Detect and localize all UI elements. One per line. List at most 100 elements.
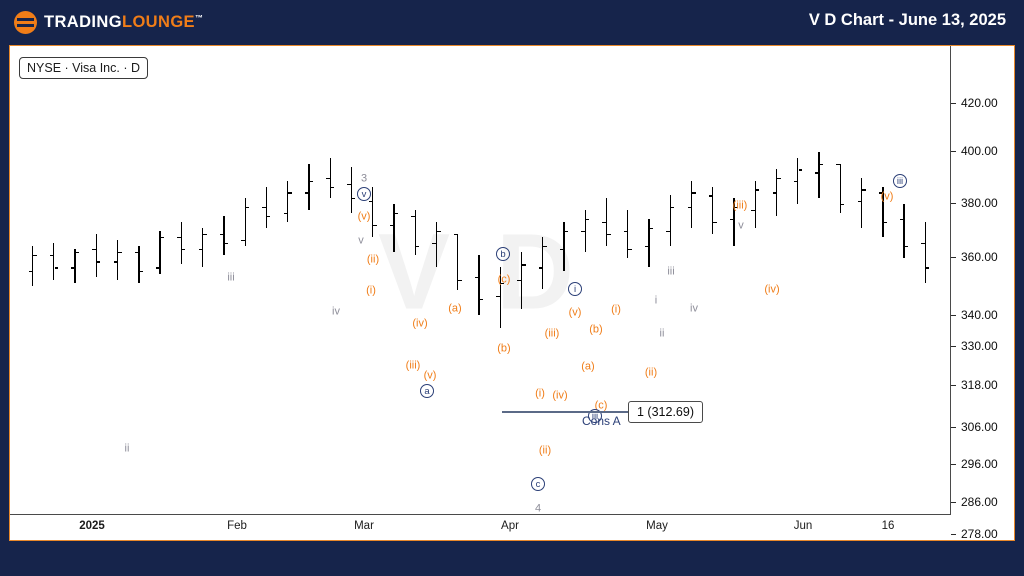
price-level-tag[interactable]: 1 (312.69) — [628, 401, 703, 423]
price-axis-tick-mark — [951, 534, 956, 536]
wave-label: ii — [659, 327, 665, 340]
ohlc-bar — [627, 209, 629, 259]
ohlc-close-tick — [415, 245, 420, 248]
ohlc-open-tick — [177, 236, 181, 239]
ohlc-close-tick — [352, 198, 356, 200]
price-axis[interactable]: 420.00 400.00 380.00 360.00 340.00 330.00 318.… — [951, 46, 1015, 541]
wave-label: iii — [667, 265, 675, 278]
price-axis-tick-mark — [951, 346, 956, 348]
ohlc-open-tick — [836, 163, 840, 165]
ohlc-bar — [223, 215, 225, 256]
ohlc-close-tick — [649, 227, 654, 230]
brand-logo[interactable]: TRADINGLOUNGE™ — [14, 11, 203, 34]
ohlc-bar — [457, 233, 459, 290]
wave-label: (ii) — [538, 444, 552, 457]
ohlc-bar — [202, 227, 204, 268]
ohlc-close-tick — [841, 204, 845, 206]
ohlc-close-tick — [288, 192, 292, 194]
chart-watermark: V D — [377, 210, 583, 332]
wave-label: (v) — [568, 306, 582, 319]
ohlc-bar — [499, 267, 501, 329]
wave-label: (c) — [497, 273, 511, 286]
ohlc-close-tick — [267, 215, 271, 218]
wave-label: i — [654, 294, 658, 307]
price-axis-tick: 360.00 — [951, 250, 998, 264]
price-axis-tick-mark — [951, 203, 956, 205]
wave-label: (v) — [423, 369, 437, 382]
ohlc-bar — [478, 255, 480, 316]
ohlc-open-tick — [921, 242, 925, 245]
wave-label: 3 — [360, 172, 368, 185]
ohlc-open-tick — [432, 242, 436, 245]
ohlc-close-tick — [330, 186, 335, 188]
price-axis-tick: 400.00 — [951, 144, 998, 158]
ohlc-close-tick — [309, 180, 313, 183]
ohlc-bar — [882, 186, 884, 237]
ohlc-open-tick — [326, 177, 330, 180]
wave-label: (iv) — [412, 317, 428, 330]
ohlc-close-tick — [458, 280, 462, 282]
ohlc-open-tick — [708, 195, 713, 197]
price-axis-tick-mark — [951, 427, 956, 429]
ohlc-bar — [435, 221, 438, 268]
ohlc-close-tick — [160, 236, 165, 239]
ohlc-bar — [244, 198, 246, 246]
ohlc-close-tick — [182, 248, 186, 251]
price-level-line[interactable] — [502, 411, 630, 413]
wave-label: ii — [124, 442, 130, 455]
ohlc-close-tick — [33, 255, 37, 257]
time-axis[interactable]: 2025 Feb Mar Apr May Jun 16 — [10, 515, 1014, 540]
ohlc-close-tick — [904, 245, 909, 248]
page-title: V D Chart - June 13, 2025 — [808, 11, 1006, 29]
ohlc-open-tick — [730, 218, 734, 221]
wave-label: (ii) — [644, 366, 658, 379]
ohlc-open-tick — [538, 267, 543, 269]
ohlc-close-tick — [139, 270, 143, 272]
wave-label-circled: v — [357, 187, 371, 201]
wave-label: (a) — [448, 302, 462, 315]
ohlc-bar — [265, 186, 268, 228]
ohlc-bar — [754, 180, 756, 228]
ohlc-open-tick — [666, 230, 670, 233]
ohlc-close-tick — [479, 299, 484, 301]
wave-label: (i) — [366, 284, 376, 297]
ohlc-open-tick — [156, 267, 160, 269]
tradinglounge-logo-icon — [14, 11, 37, 34]
ohlc-open-tick — [772, 192, 776, 194]
wave-label-circled: iii — [893, 174, 907, 188]
price-axis-tick-mark — [951, 464, 956, 466]
ohlc-open-tick — [857, 201, 861, 203]
time-axis-tick: 16 — [881, 520, 895, 532]
price-axis-tick: 296.00 — [951, 457, 998, 471]
ohlc-close-tick — [777, 177, 781, 180]
ohlc-bar — [924, 221, 927, 284]
ohlc-bar — [372, 186, 374, 237]
time-axis-tick: 2025 — [79, 520, 105, 532]
ohlc-close-tick — [862, 189, 866, 191]
time-axis-tick: Mar — [354, 520, 374, 532]
ohlc-bar — [605, 198, 608, 246]
wave-label: iv — [332, 305, 340, 318]
price-axis-tick: 318.00 — [951, 378, 998, 392]
page-header: TRADINGLOUNGE™ V D Chart - June 13, 2025 — [0, 0, 1024, 45]
ohlc-close-tick — [564, 230, 569, 233]
symbol-badge[interactable]: NYSE · Visa Inc. · D — [19, 57, 148, 79]
cons-a-annotation: Cons A — [582, 414, 621, 428]
ohlc-close-tick — [118, 252, 122, 254]
wave-label-circled: i — [568, 282, 582, 296]
wave-label: (v) — [357, 210, 371, 223]
wave-label: (iv) — [552, 389, 568, 402]
wave-label-circled: c — [531, 477, 545, 491]
ohlc-close-tick — [692, 192, 696, 194]
ohlc-bar — [733, 198, 735, 246]
chart-plot-area[interactable]: V D 3 v (v) v (ii) (i) iii iv ii (iv) (iii) (v) a (a)… — [10, 46, 951, 515]
ohlc-close-tick — [224, 242, 228, 245]
ohlc-open-tick — [71, 267, 75, 269]
ohlc-bar — [350, 166, 353, 213]
ohlc-bar — [393, 204, 395, 253]
ohlc-bar — [31, 245, 34, 287]
ohlc-open-tick — [815, 172, 819, 174]
wave-label: (iii) — [405, 359, 421, 372]
ohlc-open-tick — [687, 206, 691, 209]
wave-label: iv — [690, 302, 698, 315]
